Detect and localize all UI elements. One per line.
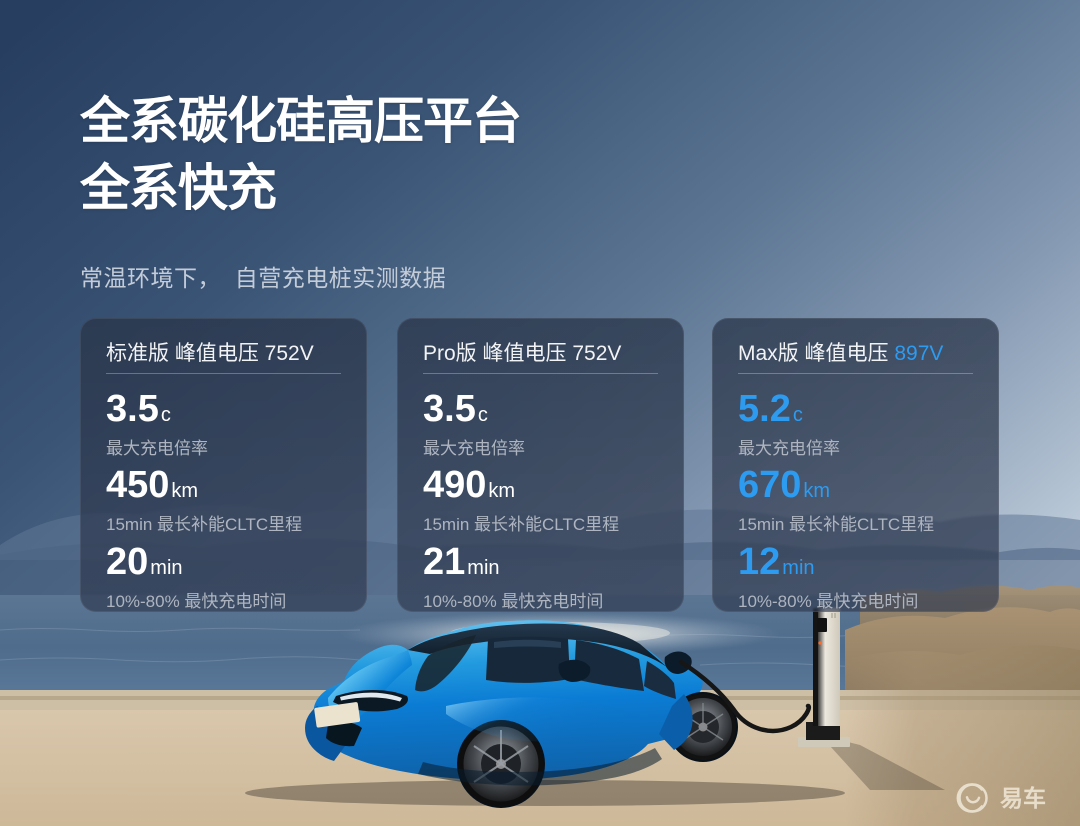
- svg-text:易车: 易车: [1000, 785, 1046, 811]
